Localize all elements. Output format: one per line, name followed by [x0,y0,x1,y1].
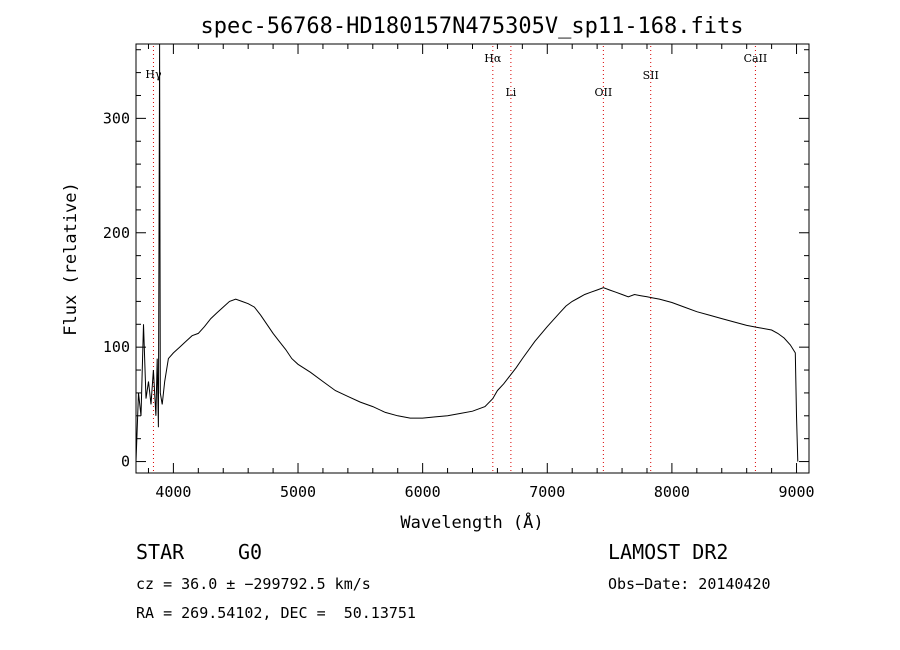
spectrum-line [135,43,799,462]
y-tick-label: 300 [103,109,130,127]
y-tick-label: 200 [103,224,130,242]
axis-ticks [136,44,809,473]
spectral-subclass: G0 [238,540,263,564]
ra-dec: RA = 269.54102, DEC = 50.13751 [136,604,416,622]
marker-label: Hα [484,52,502,65]
marker-label: Li [505,86,516,99]
y-tick-label: 100 [103,338,130,356]
marker-label: Hγ [145,68,162,81]
x-tick-label: 4000 [155,483,191,501]
marker-label: CaII [744,52,768,65]
x-axis-label: Wavelength (Å) [400,511,543,533]
chart-title: spec-56768-HD180157N475305V_sp11-168.fit… [200,14,743,39]
plot-frame [135,43,810,474]
survey-name: LAMOST DR2 [608,540,729,564]
x-tick-label: 6000 [405,483,441,501]
x-tick-label: 5000 [280,483,316,501]
object-type: STAR [136,540,185,564]
marker-lines [152,46,756,473]
axis-tick-labels: 4000 5000 6000 7000 8000 9000 0 100 200 300 [103,109,815,501]
observation-date: Obs−Date: 20140420 [608,575,771,593]
y-axis-label: Flux (relative) [61,182,81,336]
marker-label: SII [643,69,659,82]
x-tick-label: 8000 [654,483,690,501]
marker-labels: Hγ Hα Li OII SII CaII [145,52,767,99]
x-tick-label: 9000 [778,483,814,501]
marker-label: OII [595,86,613,99]
x-tick-label: 7000 [529,483,565,501]
redshift-cz: cz = 36.0 ± −299792.5 km/s [136,575,371,593]
y-tick-label: 0 [121,453,130,471]
